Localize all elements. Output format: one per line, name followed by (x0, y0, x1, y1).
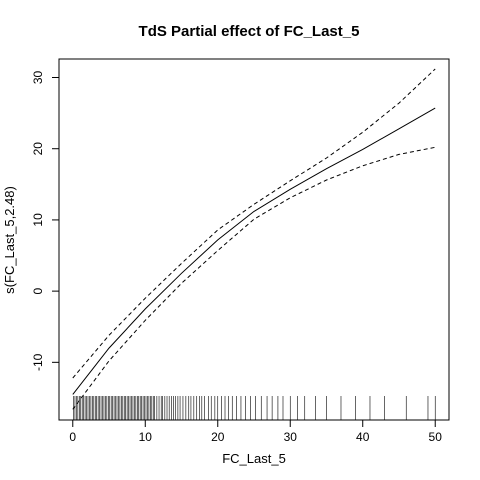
x-axis: 0 10 20 30 40 50 (69, 419, 443, 444)
x-tick-label: 40 (356, 430, 370, 444)
chart-title: TdS Partial effect of FC_Last_5 (139, 23, 360, 40)
confidence-band-line-1 (72, 68, 436, 379)
x-tick-label: 10 (139, 430, 153, 444)
x-axis-label: FC_Last_5 (222, 451, 286, 466)
y-tick-label: 20 (31, 142, 45, 156)
y-axis: -10 0 10 20 30 (31, 71, 60, 371)
x-tick-label: 0 (69, 430, 76, 444)
y-axis-label: s(FC_Last_5,2.48) (2, 186, 17, 294)
rug-marks (73, 396, 436, 420)
series-lines (72, 68, 436, 410)
y-tick-label: 0 (31, 287, 45, 294)
smooth-effect-line (72, 107, 436, 395)
x-tick-label: 50 (429, 430, 443, 444)
x-tick-label: 20 (211, 430, 225, 444)
x-tick-label: 30 (284, 430, 298, 444)
y-tick-label: -10 (31, 353, 45, 371)
y-tick-label: 10 (31, 213, 45, 227)
y-tick-label: 30 (31, 71, 45, 85)
confidence-band-line-2 (72, 146, 436, 410)
plot-frame (58, 58, 450, 421)
